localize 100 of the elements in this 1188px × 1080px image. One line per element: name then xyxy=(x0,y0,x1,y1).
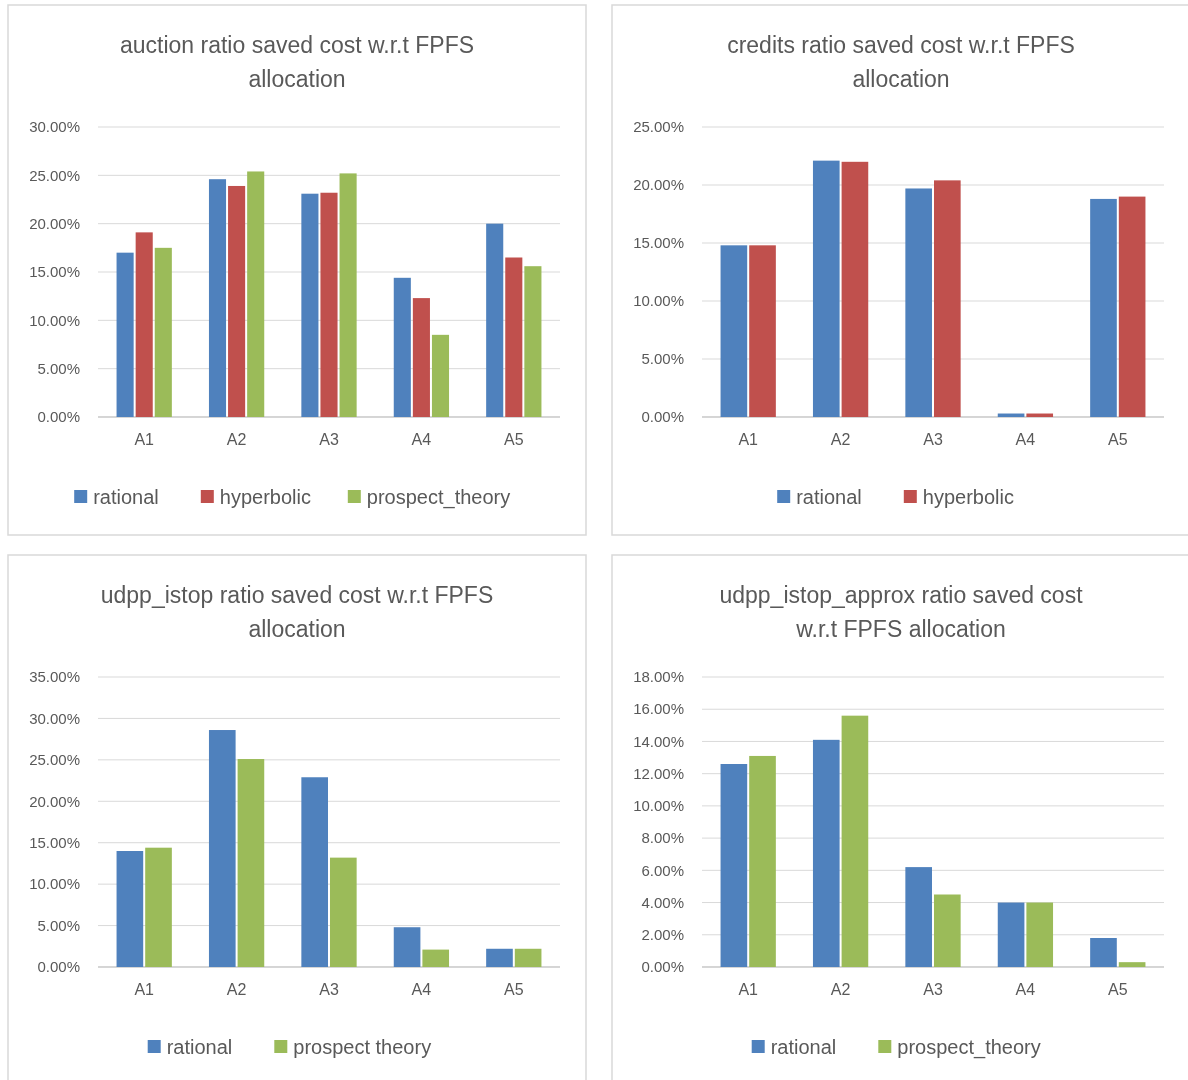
bar xyxy=(812,160,840,417)
bar xyxy=(145,847,172,967)
y-tick-label: 15.00% xyxy=(29,833,80,851)
legend-label: rational xyxy=(796,486,862,508)
y-tick-label: 5.00% xyxy=(37,916,80,934)
bar xyxy=(301,193,319,417)
legend-label: prospect_theory xyxy=(366,486,511,509)
bar xyxy=(841,161,869,417)
y-tick-label: 35.00% xyxy=(29,668,80,686)
bar xyxy=(905,188,932,417)
legend-label: prospect theory xyxy=(293,1036,432,1058)
x-tick-label: A4 xyxy=(411,981,432,998)
x-tick-label: A1 xyxy=(134,981,155,998)
bar xyxy=(208,179,227,417)
bar xyxy=(393,927,421,967)
chart-title: udpp_istop ratio saved cost w.r.t FPFS allocation xyxy=(100,582,494,642)
y-tick-label: 12.00% xyxy=(633,764,684,782)
bar xyxy=(514,948,542,967)
bar xyxy=(320,192,338,417)
chart-title: auction ratio saved cost w.r.t FPFS allocation xyxy=(119,32,475,92)
bar xyxy=(135,232,153,417)
bar xyxy=(247,171,265,417)
x-tick-label: A5 xyxy=(1108,431,1128,448)
chart-title: credits ratio saved cost w.r.t FPFS allocation xyxy=(727,32,1075,92)
bar xyxy=(1090,198,1117,417)
bar xyxy=(422,949,450,967)
y-tick-label: 2.00% xyxy=(641,926,684,944)
y-tick-label: 30.00% xyxy=(29,118,80,136)
chart-title: udpp_istop_approx ratio saved cost w.r.t FPFS allocation xyxy=(719,582,1084,642)
bar xyxy=(934,894,961,967)
bar xyxy=(812,739,840,967)
y-tick-label: 0.00% xyxy=(37,408,80,426)
bar xyxy=(486,223,504,417)
bar xyxy=(720,764,748,967)
y-tick-label: 5.00% xyxy=(37,359,80,377)
bar xyxy=(720,245,748,417)
legend-label: hyperbolic xyxy=(219,486,311,508)
x-tick-label: A3 xyxy=(923,981,943,998)
bar xyxy=(749,755,776,967)
y-tick-label: 16.00% xyxy=(633,700,684,718)
bar xyxy=(301,777,328,967)
x-tick-label: A1 xyxy=(134,431,155,448)
x-tick-label: A5 xyxy=(504,981,524,998)
bar xyxy=(412,298,430,417)
y-tick-label: 6.00% xyxy=(641,861,684,879)
bar xyxy=(1118,196,1146,417)
y-tick-label: 4.00% xyxy=(641,893,684,911)
y-tick-label: 15.00% xyxy=(29,263,80,281)
y-tick-label: 14.00% xyxy=(633,732,684,750)
bar xyxy=(749,245,776,417)
x-tick-label: A2 xyxy=(226,981,247,998)
bar xyxy=(1026,902,1054,967)
y-tick-label: 25.00% xyxy=(29,166,80,184)
bar xyxy=(505,257,523,417)
bar xyxy=(1090,938,1117,967)
y-tick-label: 18.00% xyxy=(633,668,684,686)
x-tick-label: A4 xyxy=(1015,981,1036,998)
bar xyxy=(237,759,265,967)
legend-label: prospect_theory xyxy=(897,1036,1041,1059)
y-tick-label: 15.00% xyxy=(633,234,684,252)
y-tick-label: 10.00% xyxy=(29,875,80,893)
bar xyxy=(116,252,134,417)
bar xyxy=(486,948,513,967)
y-tick-label: 0.00% xyxy=(37,958,80,976)
bar xyxy=(841,715,869,967)
y-tick-label: 5.00% xyxy=(641,350,684,368)
bar xyxy=(393,277,411,417)
bar xyxy=(154,247,172,417)
x-tick-label: A4 xyxy=(411,431,432,448)
legend-label: rational xyxy=(93,486,159,508)
y-tick-label: 10.00% xyxy=(633,797,684,815)
bar xyxy=(1118,962,1146,967)
x-tick-label: A1 xyxy=(738,981,759,998)
bar xyxy=(116,851,144,967)
y-tick-label: 10.00% xyxy=(633,292,684,310)
bar xyxy=(934,180,961,417)
y-tick-label: 0.00% xyxy=(641,408,684,426)
x-tick-label: A4 xyxy=(1015,431,1036,448)
y-tick-label: 30.00% xyxy=(29,709,80,727)
legend-label: rational xyxy=(770,1036,837,1058)
bar xyxy=(524,266,542,417)
bar xyxy=(905,867,932,967)
legend-label: rational xyxy=(166,1036,233,1058)
x-tick-label: A2 xyxy=(226,431,247,448)
x-tick-label: A1 xyxy=(738,431,759,448)
y-tick-label: 20.00% xyxy=(29,792,80,810)
legend-label: hyperbolic xyxy=(922,486,1014,508)
y-tick-label: 20.00% xyxy=(29,214,80,232)
x-tick-label: A2 xyxy=(830,981,851,998)
y-tick-label: 25.00% xyxy=(633,118,684,136)
y-tick-label: 25.00% xyxy=(29,751,80,769)
y-tick-label: 10.00% xyxy=(29,311,80,329)
x-tick-label: A3 xyxy=(923,431,943,448)
y-tick-label: 8.00% xyxy=(641,829,684,847)
bar xyxy=(208,730,236,967)
x-tick-label: A5 xyxy=(1108,981,1128,998)
x-tick-label: A3 xyxy=(319,981,339,998)
bar xyxy=(997,902,1025,967)
bar xyxy=(431,334,450,417)
bar xyxy=(228,185,246,417)
